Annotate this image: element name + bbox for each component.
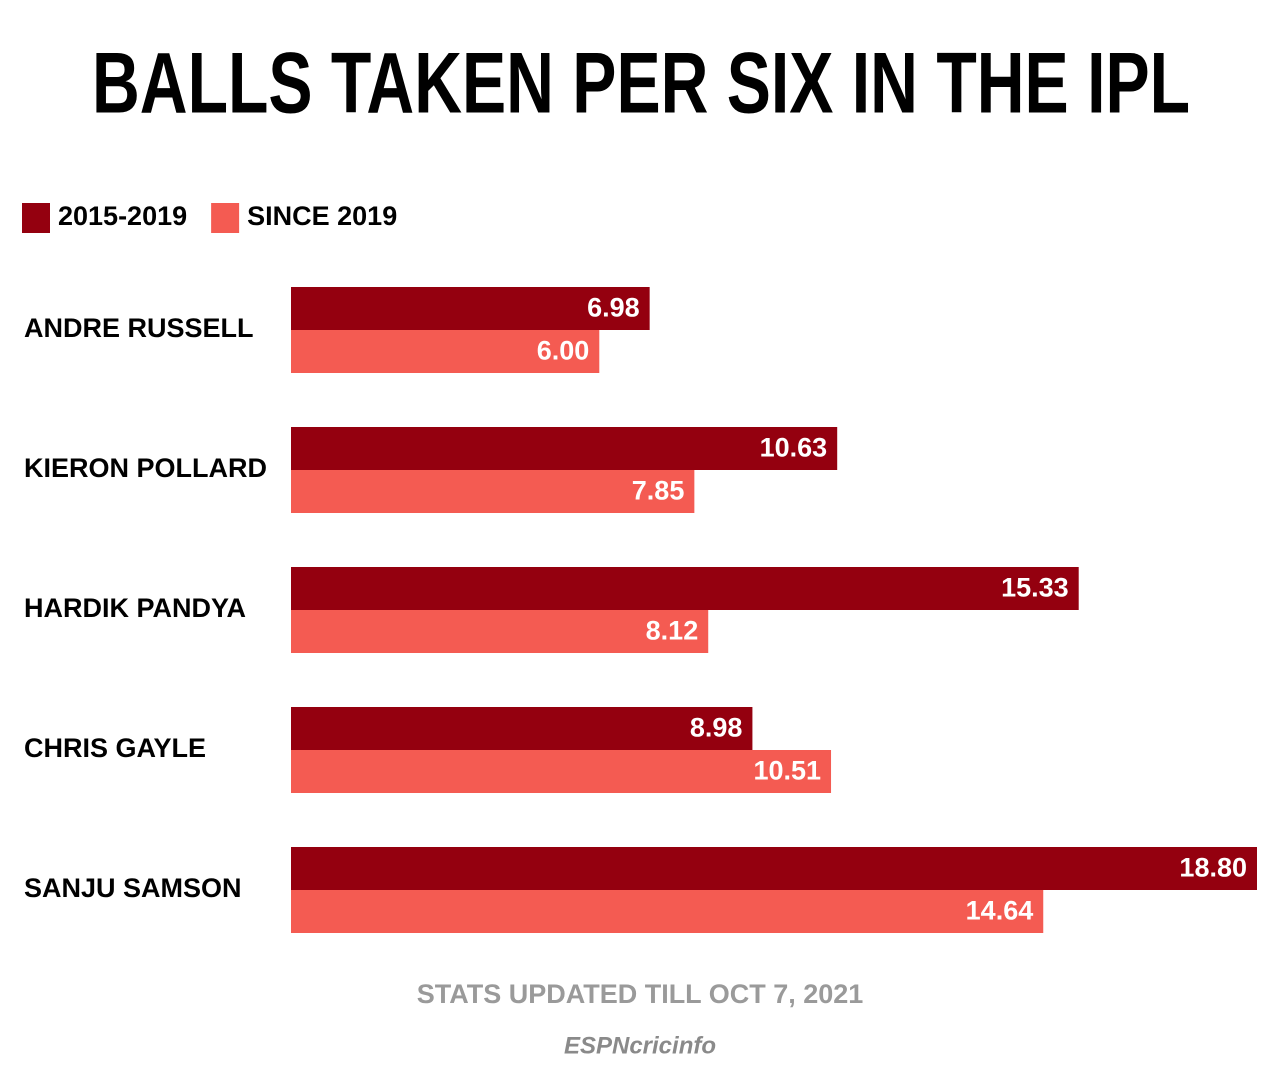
bar xyxy=(291,707,753,750)
category-label: KIERON POLLARD xyxy=(24,453,267,483)
value-label: 7.85 xyxy=(632,476,685,506)
bar xyxy=(291,890,1044,933)
bar xyxy=(291,610,709,653)
value-label: 14.64 xyxy=(966,896,1034,926)
bar xyxy=(291,567,1079,610)
bar xyxy=(291,847,1257,890)
category-label: HARDIK PANDYA xyxy=(24,593,246,623)
legend-label: SINCE 2019 xyxy=(247,201,397,231)
value-label: 6.98 xyxy=(587,293,640,323)
bar xyxy=(291,470,695,513)
bar xyxy=(291,287,650,330)
value-label: 6.00 xyxy=(537,336,590,366)
category-label: SANJU SAMSON xyxy=(24,873,242,903)
value-label: 10.51 xyxy=(753,756,821,786)
legend-swatch xyxy=(22,203,50,233)
value-label: 10.63 xyxy=(760,433,828,463)
legend-label: 2015-2019 xyxy=(58,201,187,231)
bar xyxy=(291,330,600,373)
category-label: CHRIS GAYLE xyxy=(24,733,206,763)
value-label: 8.12 xyxy=(646,616,699,646)
category-label: ANDRE RUSSELL xyxy=(24,313,254,343)
value-label: 15.33 xyxy=(1001,573,1069,603)
bar xyxy=(291,427,838,470)
source: ESPNcricinfo xyxy=(564,1032,716,1059)
footnote: STATS UPDATED TILL OCT 7, 2021 xyxy=(417,979,864,1009)
bar xyxy=(291,750,832,793)
value-label: 18.80 xyxy=(1179,853,1247,883)
legend-swatch xyxy=(211,203,240,233)
chart-title: BALLS TAKEN PER SIX IN THE IPL xyxy=(92,36,1190,132)
value-label: 8.98 xyxy=(690,713,743,743)
